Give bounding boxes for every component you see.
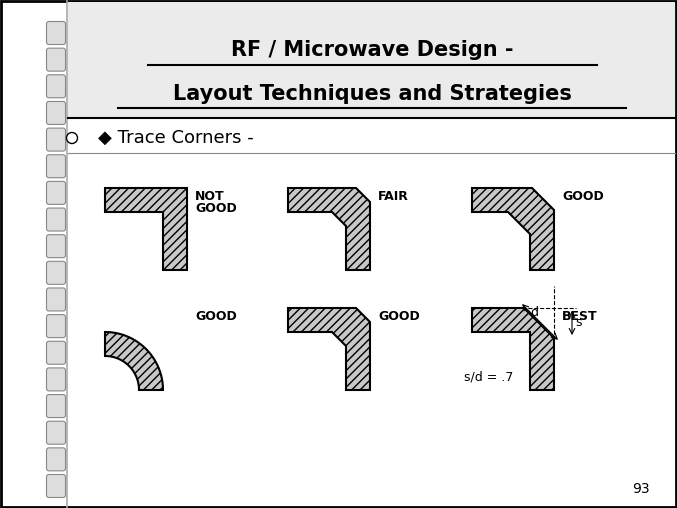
Text: GOOD: GOOD <box>195 202 237 214</box>
Text: GOOD: GOOD <box>378 309 420 323</box>
FancyBboxPatch shape <box>47 155 66 178</box>
Polygon shape <box>288 308 370 390</box>
Text: 93: 93 <box>632 482 650 496</box>
FancyBboxPatch shape <box>47 75 66 98</box>
FancyBboxPatch shape <box>47 208 66 231</box>
FancyBboxPatch shape <box>47 128 66 151</box>
Text: FAIR: FAIR <box>378 189 409 203</box>
Polygon shape <box>472 308 554 390</box>
Polygon shape <box>105 188 187 270</box>
Polygon shape <box>472 188 554 270</box>
FancyBboxPatch shape <box>47 21 66 45</box>
Circle shape <box>66 133 77 143</box>
FancyBboxPatch shape <box>47 261 66 284</box>
Text: ◆ Trace Corners -: ◆ Trace Corners - <box>98 129 254 147</box>
Text: d: d <box>530 306 538 319</box>
Text: Layout Techniques and Strategies: Layout Techniques and Strategies <box>173 84 571 104</box>
FancyBboxPatch shape <box>47 102 66 124</box>
FancyBboxPatch shape <box>47 314 66 338</box>
Text: RF / Microwave Design -: RF / Microwave Design - <box>231 40 513 60</box>
FancyBboxPatch shape <box>68 2 675 118</box>
Text: s/d = .7: s/d = .7 <box>464 371 513 384</box>
Text: s: s <box>575 316 582 330</box>
Polygon shape <box>105 332 163 390</box>
Text: NOT: NOT <box>195 189 225 203</box>
Text: GOOD: GOOD <box>562 189 604 203</box>
FancyBboxPatch shape <box>47 421 66 444</box>
FancyBboxPatch shape <box>47 395 66 418</box>
FancyBboxPatch shape <box>47 288 66 311</box>
FancyBboxPatch shape <box>47 235 66 258</box>
FancyBboxPatch shape <box>47 448 66 471</box>
FancyBboxPatch shape <box>47 474 66 497</box>
FancyBboxPatch shape <box>47 368 66 391</box>
FancyBboxPatch shape <box>47 48 66 71</box>
FancyBboxPatch shape <box>47 341 66 364</box>
Text: BEST: BEST <box>562 309 598 323</box>
FancyBboxPatch shape <box>47 181 66 204</box>
Text: GOOD: GOOD <box>195 309 237 323</box>
Polygon shape <box>288 188 370 270</box>
